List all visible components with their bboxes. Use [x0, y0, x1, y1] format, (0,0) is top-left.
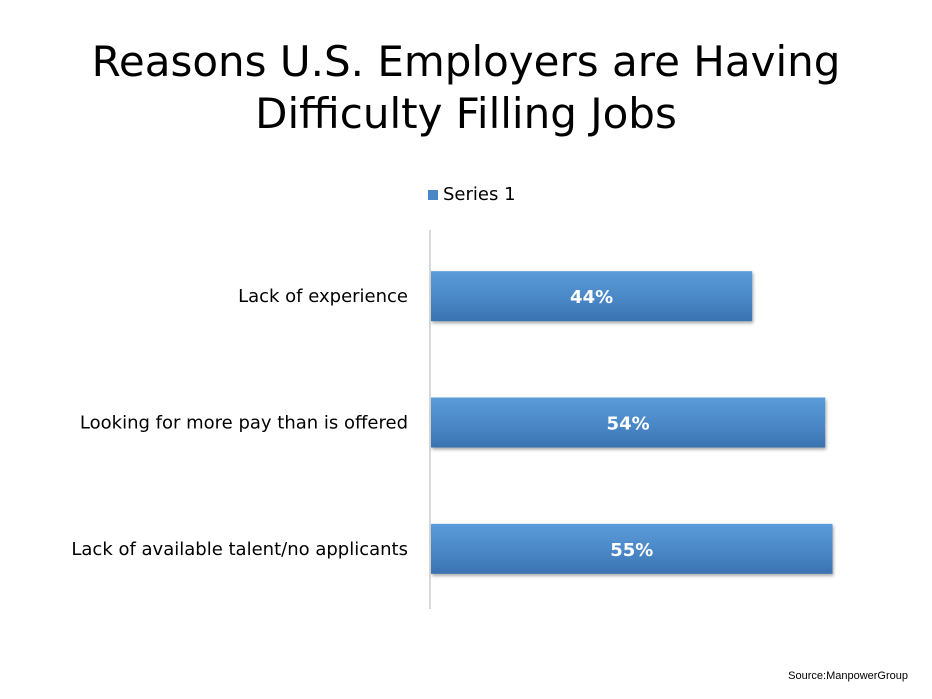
legend-swatch: [428, 189, 438, 200]
bars-layer: 44% Lack of experience 54% Looking for more…: [71, 271, 833, 574]
bar-1: [431, 271, 753, 322]
chart-title-line-2: Difficulty Filling Jobs: [255, 89, 677, 138]
category-label-2: Looking for more pay than is offered: [80, 413, 408, 434]
category-label-3: Lack of available talent/no applicants: [71, 539, 408, 560]
source-note: Source:ManpowerGroup: [788, 670, 908, 682]
bar-2: [431, 397, 826, 448]
chart-title: Reasons U.S. Employers are Having Diffic…: [0, 36, 932, 140]
bar-value-label-1: 44%: [570, 287, 613, 308]
chart-title-line-1: Reasons U.S. Employers are Having: [91, 37, 841, 86]
bar-value-label-2: 54%: [607, 414, 650, 435]
legend-label: Series 1: [443, 184, 516, 205]
chart-legend: Series 1: [428, 184, 516, 205]
category-label-1: Lack of experience: [238, 286, 408, 307]
bar-value-label-3: 55%: [610, 540, 653, 561]
bar-3: [431, 523, 833, 574]
